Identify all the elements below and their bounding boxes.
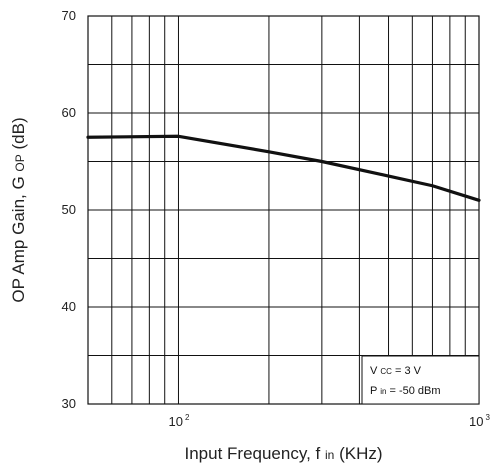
x-tick-exponent: 3 [485, 413, 490, 422]
x-tick-label: 10 3 [469, 413, 490, 429]
legend-pin-subscript: in [380, 387, 386, 396]
y-tick-label: 50 [62, 202, 76, 217]
x-axis-title: Input Frequency, f in (KHz) [184, 444, 382, 463]
y-tick-label: 30 [62, 396, 76, 411]
y-tick-label: 70 [62, 8, 76, 23]
legend-vcc: V CC = 3 V [370, 365, 422, 377]
legend-pin-rest: = -50 dBm [390, 385, 441, 397]
x-axis-title-subscript: in [325, 448, 334, 462]
x-tick-label: 10 2 [168, 413, 189, 429]
legend-pin-main: P [370, 385, 377, 397]
y-axis-title-subscript: OP [13, 154, 27, 171]
y-tick-label: 40 [62, 299, 76, 314]
series-line [86, 134, 481, 202]
x-axis-title-unit: (KHz) [339, 444, 382, 463]
x-axis-title-main: Input Frequency, f [184, 444, 320, 463]
legend-rect [361, 355, 480, 405]
y-axis-title-main: OP Amp Gain, G [9, 176, 28, 302]
y-axis-title-unit: (dB) [9, 117, 28, 149]
x-tick-base: 10 [168, 414, 182, 429]
legend-vcc-rest: = 3 V [395, 365, 422, 377]
legend-pin: P in = -50 dBm [370, 385, 441, 397]
legend-vcc-subscript: CC [380, 367, 392, 376]
y-tick-label: 60 [62, 105, 76, 120]
x-tick-base: 10 [469, 414, 483, 429]
y-axis-title: OP Amp Gain, G OP (dB) [9, 117, 28, 302]
major-grid [88, 16, 479, 404]
legend-box: V CC = 3 V P in = -50 dBm [361, 355, 480, 405]
x-tick-exponent: 2 [185, 413, 190, 422]
series-layer [86, 134, 481, 202]
plot-frame [87, 15, 480, 405]
legend-vcc-main: V [370, 365, 378, 377]
